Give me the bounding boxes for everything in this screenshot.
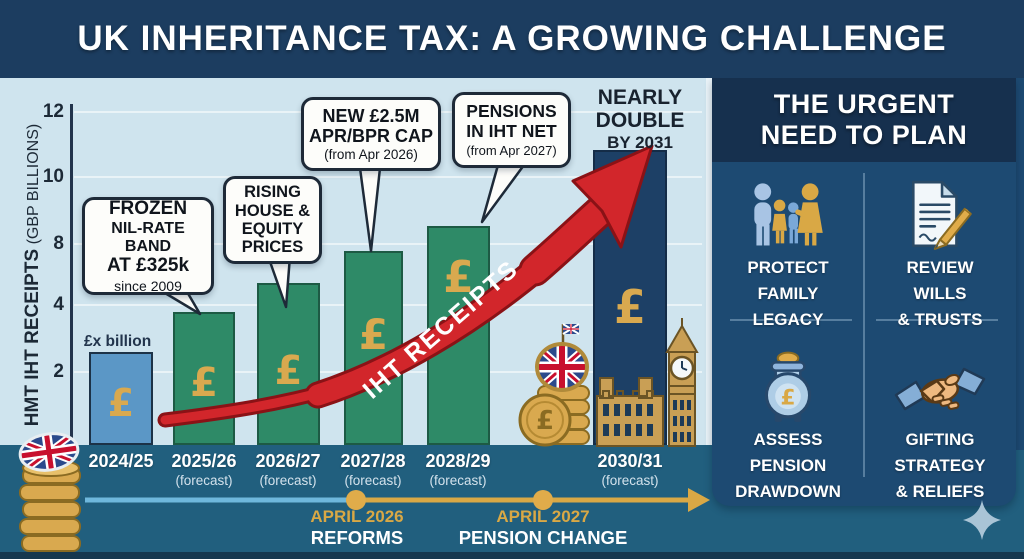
first-bar-value-note: £x billion (84, 333, 152, 350)
pension-pot-icon: £ (749, 344, 827, 424)
panel-horizontal-divider (730, 319, 852, 321)
bar-2025-26: £ (173, 312, 235, 445)
bar-2024-25: £ (89, 352, 153, 445)
x-label-2027-28: 2027/28 (forecast) (340, 451, 406, 488)
quadrant-assess-pension: £ ASSESS PENSION DRAWDOWN (712, 334, 864, 506)
x-label-2028-29: 2028/29 (forecast) (425, 451, 491, 488)
will-and-pencil-icon (901, 172, 979, 252)
nearly-double-annotation: NEARLY DOUBLE BY 2031 (595, 86, 685, 153)
pound-symbol: £ (443, 251, 474, 303)
panel-vertical-divider (863, 173, 865, 477)
y-tick: 4 (53, 294, 64, 315)
timeline-event-2026: APRIL 2026 REFORMS (310, 507, 404, 548)
callout-pensions-in-iht: PENSIONS IN IHT NET (from Apr 2027) (452, 92, 571, 168)
bottom-edge-strip (0, 552, 1024, 559)
y-axis-title: HMT IHT RECEIPTS (GBP BILLIONS) (22, 110, 44, 440)
y-axis-line (70, 104, 73, 447)
title-banner: UK INHERITANCE TAX: A GROWING CHALLENGE (0, 0, 1024, 78)
panel-header: THE URGENT NEED TO PLAN (712, 78, 1016, 162)
family-icon (748, 172, 828, 252)
planning-panel: THE URGENT NEED TO PLAN (712, 78, 1016, 506)
x-label-2030-31: 2030/31 (forecast) (597, 451, 663, 488)
y-axis-title-units: (GBP BILLIONS) (25, 123, 42, 245)
y-axis-title-main: HMT IHT RECEIPTS (22, 248, 43, 427)
callout-frozen-nil-rate-band: FROZEN NIL-RATE BAND AT £325k since 2009 (82, 197, 214, 295)
bar-2027-28: £ (344, 251, 403, 445)
pound-symbol: £ (190, 360, 218, 407)
quadrant-gifting-strategy: GIFTING STRATEGY & RELIEFS (864, 334, 1016, 506)
bar-2028-29: £ (427, 226, 490, 445)
x-label-2024-25: 2024/25(forecast) (88, 451, 154, 471)
x-label-2026-27: 2026/27 (forecast) (255, 451, 321, 488)
panel-divider-strip (706, 78, 712, 445)
y-tick: 12 (42, 101, 64, 122)
quadrant-protect-family: PROTECT FAMILY LEGACY (712, 162, 864, 334)
pound-symbol: £ (613, 280, 646, 335)
svg-text:£: £ (781, 385, 796, 410)
callout-apr-bpr-cap: NEW £2.5M APR/BPR CAP (from Apr 2026) (301, 97, 441, 171)
y-tick: 10 (42, 166, 64, 187)
y-tick: 8 (53, 233, 64, 254)
bar-2030-31: £ (593, 150, 667, 445)
pound-symbol: £ (274, 348, 303, 395)
pound-symbol: £ (358, 310, 389, 359)
panel-horizontal-divider (876, 319, 998, 321)
gridline (74, 176, 702, 178)
timeline-event-2027: APRIL 2027 PENSION CHANGE (458, 507, 628, 548)
pound-symbol: £ (107, 380, 135, 425)
handshake-icon (894, 344, 986, 424)
bar-2026-27: £ (257, 283, 320, 445)
x-label-2025-26: 2025/26 (forecast) (171, 451, 237, 488)
gridline (74, 243, 702, 245)
y-tick: 2 (53, 361, 64, 382)
quadrant-review-wills: REVIEW WILLS & TRUSTS (864, 162, 1016, 334)
callout-rising-prices: RISING HOUSE & EQUITY PRICES (223, 176, 322, 264)
page-title: UK INHERITANCE TAX: A GROWING CHALLENGE (77, 19, 947, 58)
